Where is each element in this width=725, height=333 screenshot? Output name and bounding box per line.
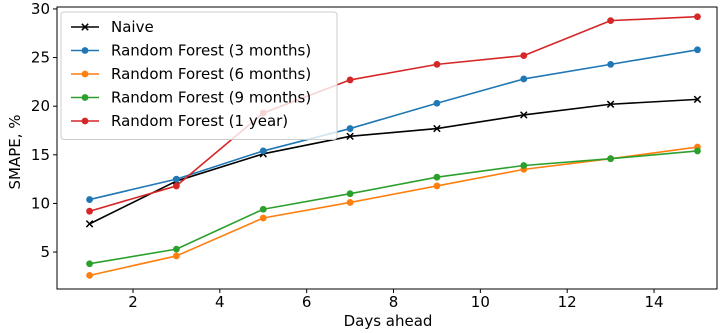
data-point [259,205,267,213]
legend-item: Random Forest (9 months) [71,89,311,107]
y-tick-label: 25 [31,49,50,67]
data-point [520,162,528,169]
series-2 [86,143,701,279]
data-point [173,175,180,183]
data-point [259,214,267,222]
plot-frame [56,6,718,290]
legend-marker [81,47,89,54]
y-tick-label: 15 [31,146,50,164]
data-point [694,13,701,21]
x-tick-label: 6 [302,293,312,311]
data-point [520,75,528,83]
data-point [433,173,441,181]
legend-marker [81,70,89,78]
y-axis-title: SMAPE, % [6,114,24,189]
legend-item: Random Forest (3 months) [71,42,311,60]
legend-marker [81,23,89,31]
series-line [89,15,698,212]
data-point [173,252,180,260]
y-tick-label: 20 [31,97,50,115]
y-tick-label: 10 [31,194,50,212]
x-tick-label: 8 [389,293,399,311]
data-point [694,46,701,54]
y-tick-label: 5 [40,243,50,261]
series-line [89,150,698,265]
data-point [173,245,180,253]
x-axis-title: Days ahead [344,312,433,330]
data-point [86,196,93,203]
legend-label: Random Forest (6 months) [111,65,311,83]
legend-label: Naive [111,18,154,36]
legend-label: Random Forest (1 year) [111,112,288,130]
x-tick-label: 2 [128,293,138,311]
data-point [85,220,94,228]
data-point [694,147,701,155]
data-point [693,95,702,104]
data-point [433,182,441,190]
data-point [173,182,180,190]
legend-box [60,11,338,140]
legend: Naive Random Forest (3 months) Random Fore… [60,11,338,140]
y-tick-label: 30 [31,0,50,18]
data-point [520,111,528,119]
x-tick-label: 14 [644,293,663,311]
data-point [607,17,615,25]
data-point [346,190,354,198]
legend-item: Random Forest (6 months) [71,65,311,83]
x-tick-label: 10 [471,293,490,311]
data-point [607,60,615,68]
series-3 [86,147,701,268]
legend-item: Random Forest (1 year) [71,112,288,130]
axes: 2 4 6 8 10 12 14 5 10 15 20 25 30 [31,0,718,311]
data-point [86,271,93,279]
data-point [86,207,93,215]
data-point [346,125,354,132]
legend-label: Random Forest (3 months) [111,42,311,60]
data-point [346,132,354,141]
data-point [433,124,441,133]
data-point [346,76,354,84]
data-point [433,60,441,68]
legend-marker [81,117,89,125]
plot-marks [85,13,702,279]
series-line [89,98,698,225]
legend-marker [81,94,89,101]
data-point [259,147,267,155]
data-point [606,100,615,108]
data-point [607,155,615,163]
x-tick-label: 12 [558,293,577,311]
x-tick-label: 4 [215,293,225,311]
legend-item: Naive [71,18,154,36]
data-point [520,52,528,60]
data-point [346,199,354,206]
legend-label: Random Forest (9 months) [111,89,311,107]
data-point [433,99,441,107]
data-point [86,260,93,268]
series-line [89,146,698,277]
